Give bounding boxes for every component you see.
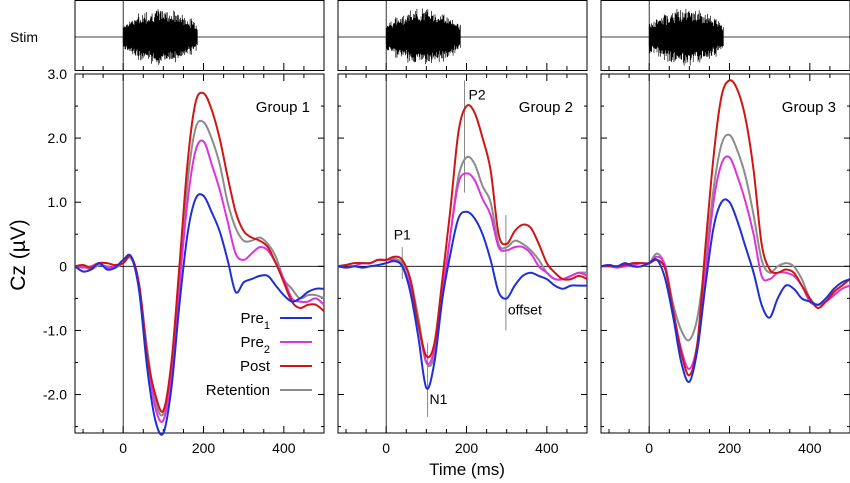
panels: 0 200 400 Group 1 0 200 400 Group 2 P1 N1 P2 offset… bbox=[74, 0, 850, 456]
annotation-label: P2 bbox=[469, 87, 486, 103]
x-tick-label: 400 bbox=[272, 440, 296, 456]
legend-item-pre1: Pre1 bbox=[241, 310, 312, 332]
series-line-pre1 bbox=[74, 193, 325, 436]
x-tick-label: 400 bbox=[535, 440, 559, 456]
legend-label: Retention bbox=[206, 382, 270, 399]
legend-label: Pre1 bbox=[241, 310, 270, 332]
annotation-label: N1 bbox=[430, 391, 448, 407]
x-tick-label: 0 bbox=[119, 440, 127, 456]
stim-waveform bbox=[648, 8, 724, 66]
xlabel-layer: Time (ms) bbox=[429, 460, 505, 479]
y-tick-label: 0 bbox=[59, 258, 67, 274]
series-line-pre1 bbox=[337, 210, 587, 390]
plot-frame bbox=[74, 73, 325, 434]
annotation-label: P1 bbox=[394, 226, 411, 242]
stim-label: Stim bbox=[10, 29, 38, 45]
series-line-pre2 bbox=[74, 139, 325, 423]
stim-frame bbox=[337, 0, 588, 71]
legend-item-retention: Retention bbox=[206, 382, 312, 399]
panel-3: 0 200 400 Group 3 bbox=[600, 0, 850, 456]
y-tick-label: 2.0 bbox=[48, 130, 68, 146]
legend-label: Post bbox=[240, 358, 271, 375]
legend-label: Pre2 bbox=[241, 334, 270, 356]
panel-title: Group 2 bbox=[519, 99, 573, 116]
panel-title: Group 3 bbox=[782, 99, 836, 116]
ylabel-layer: Cz (µV) bbox=[7, 219, 30, 291]
y-tick-label: -2.0 bbox=[43, 387, 67, 403]
series-line-pre1 bbox=[600, 198, 850, 383]
y-tick-label: -1.0 bbox=[43, 322, 67, 338]
panel-2: 0 200 400 Group 2 P1 N1 P2 offset bbox=[337, 0, 588, 456]
annotation-offset: offset bbox=[505, 215, 542, 331]
x-axis-label: Time (ms) bbox=[429, 460, 505, 479]
stim-waveform bbox=[385, 8, 461, 65]
stim-frame bbox=[74, 0, 325, 71]
series-line-post bbox=[601, 79, 850, 377]
x-tick-label: 200 bbox=[192, 440, 216, 456]
x-tick-label: 200 bbox=[718, 440, 742, 456]
y-axis-label: Cz (µV) bbox=[7, 219, 30, 291]
legend-item-post: Post bbox=[240, 358, 312, 375]
series-line-retention bbox=[600, 133, 850, 342]
annotation-n1: N1 bbox=[427, 343, 448, 417]
annotation-label: offset bbox=[508, 301, 542, 317]
stim-waveform bbox=[122, 9, 198, 65]
stim-frame bbox=[600, 0, 850, 71]
panel-1: 0 200 400 Group 1 bbox=[74, 0, 325, 456]
x-tick-label: 200 bbox=[455, 440, 479, 456]
plot-frame bbox=[600, 73, 850, 434]
y-tick-label: 3.0 bbox=[48, 66, 68, 82]
panel-title: Group 1 bbox=[256, 99, 310, 116]
x-tick-label: 0 bbox=[645, 440, 653, 456]
plot-frame bbox=[337, 73, 588, 434]
stim-label-layer: Stim bbox=[10, 29, 38, 45]
series-line-post bbox=[337, 103, 588, 359]
x-tick-label: 400 bbox=[798, 440, 822, 456]
y-tick-label: 1.0 bbox=[48, 194, 68, 210]
legend-subscript: 1 bbox=[264, 320, 270, 332]
x-tick-label: 0 bbox=[382, 440, 390, 456]
legend-item-pre2: Pre2 bbox=[241, 334, 312, 356]
legend-subscript: 2 bbox=[264, 344, 270, 356]
y-tick-labels: 3.0 2.0 1.0 0 -1.0 -2.0 bbox=[43, 66, 67, 403]
